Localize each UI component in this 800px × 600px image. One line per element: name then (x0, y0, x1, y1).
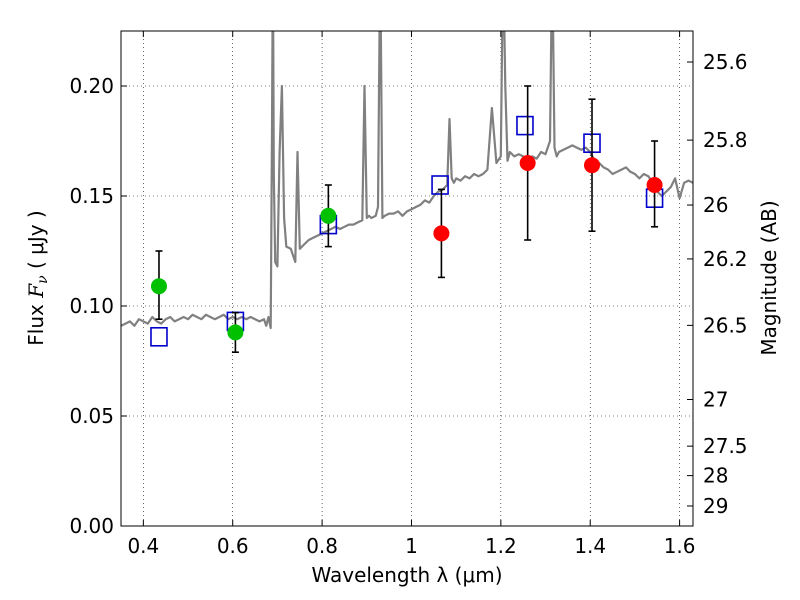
y2-tick-label: 25.8 (703, 128, 748, 152)
red-data-point (646, 177, 663, 193)
y-tick-label: 0.05 (69, 404, 114, 428)
y2-tick-label: 25.6 (703, 50, 748, 74)
y-axis-label-unit: ( μJy ) (24, 210, 48, 275)
y-axis-label-prefix: Flux (24, 298, 48, 346)
plot-frame (120, 30, 694, 527)
x-tick-label: 1.2 (485, 534, 517, 558)
y-tick-label: 0.20 (69, 74, 114, 98)
y2-tick-label: 29 (703, 494, 728, 518)
y-axis-label: Flux Fν ( μJy ) (24, 210, 51, 345)
green-data-point (227, 324, 244, 341)
x-axis-label: Wavelength λ (μm) (311, 563, 502, 587)
y2-tick-label: 26.2 (703, 247, 748, 271)
y-tick-label: 0.00 (69, 514, 114, 538)
y2-tick-label: 28 (703, 464, 728, 488)
green-data-point (320, 207, 337, 224)
red-data-point (433, 225, 450, 242)
model-square (516, 115, 534, 136)
y2-axis-label: Magnitude (AB) (757, 200, 781, 355)
x-tick-label: 0.8 (306, 534, 338, 558)
marks-layer (150, 85, 664, 354)
x-tick-label: 1.6 (664, 534, 696, 558)
x-tick-label: 1.4 (574, 534, 606, 558)
green-data-point (150, 278, 167, 295)
x-tick-label: 0.6 (217, 534, 249, 558)
x-tick-label: 0.4 (127, 534, 159, 558)
red-data-point (584, 157, 601, 174)
x-tick-label: 1 (405, 534, 418, 558)
model-square (431, 175, 449, 195)
red-data-point (519, 155, 536, 171)
y-tick-label: 0.15 (69, 184, 114, 208)
model-square (150, 326, 168, 347)
y2-tick-label: 27.5 (703, 434, 748, 458)
y2-tick-label: 26 (703, 193, 728, 217)
y2-tick-label: 26.5 (703, 313, 748, 337)
ticks: 0.4 0.6 0.8 1 1.2 1.4 1.6 0.00 0.05 0.10 0.15 0.20 2… (69, 31, 748, 558)
y-axis-label-subscript: ν (35, 275, 51, 284)
y-tick-label: 0.10 (69, 294, 114, 318)
y-axis-label-symbol: F (24, 283, 48, 299)
y2-tick-label: 27 (703, 388, 728, 412)
